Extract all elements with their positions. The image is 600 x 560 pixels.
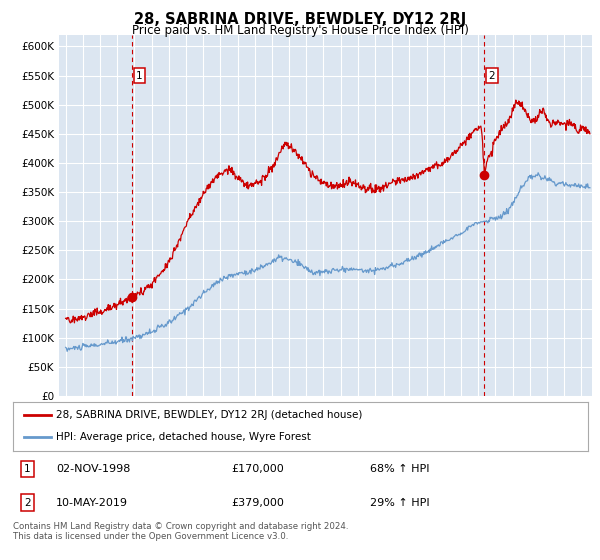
Text: Contains HM Land Registry data © Crown copyright and database right 2024.
This d: Contains HM Land Registry data © Crown c… — [13, 522, 349, 542]
Text: 2: 2 — [24, 497, 31, 507]
Text: £170,000: £170,000 — [232, 464, 284, 474]
Text: 1: 1 — [136, 71, 143, 81]
Text: 10-MAY-2019: 10-MAY-2019 — [56, 497, 128, 507]
Text: 1: 1 — [24, 464, 31, 474]
Text: 28, SABRINA DRIVE, BEWDLEY, DY12 2RJ: 28, SABRINA DRIVE, BEWDLEY, DY12 2RJ — [134, 12, 466, 27]
Text: 02-NOV-1998: 02-NOV-1998 — [56, 464, 131, 474]
Text: Price paid vs. HM Land Registry's House Price Index (HPI): Price paid vs. HM Land Registry's House … — [131, 24, 469, 37]
Text: £379,000: £379,000 — [232, 497, 284, 507]
Text: 29% ↑ HPI: 29% ↑ HPI — [370, 497, 429, 507]
Text: HPI: Average price, detached house, Wyre Forest: HPI: Average price, detached house, Wyre… — [56, 432, 311, 442]
Text: 28, SABRINA DRIVE, BEWDLEY, DY12 2RJ (detached house): 28, SABRINA DRIVE, BEWDLEY, DY12 2RJ (de… — [56, 410, 362, 420]
Text: 2: 2 — [488, 71, 495, 81]
Text: 68% ↑ HPI: 68% ↑ HPI — [370, 464, 429, 474]
